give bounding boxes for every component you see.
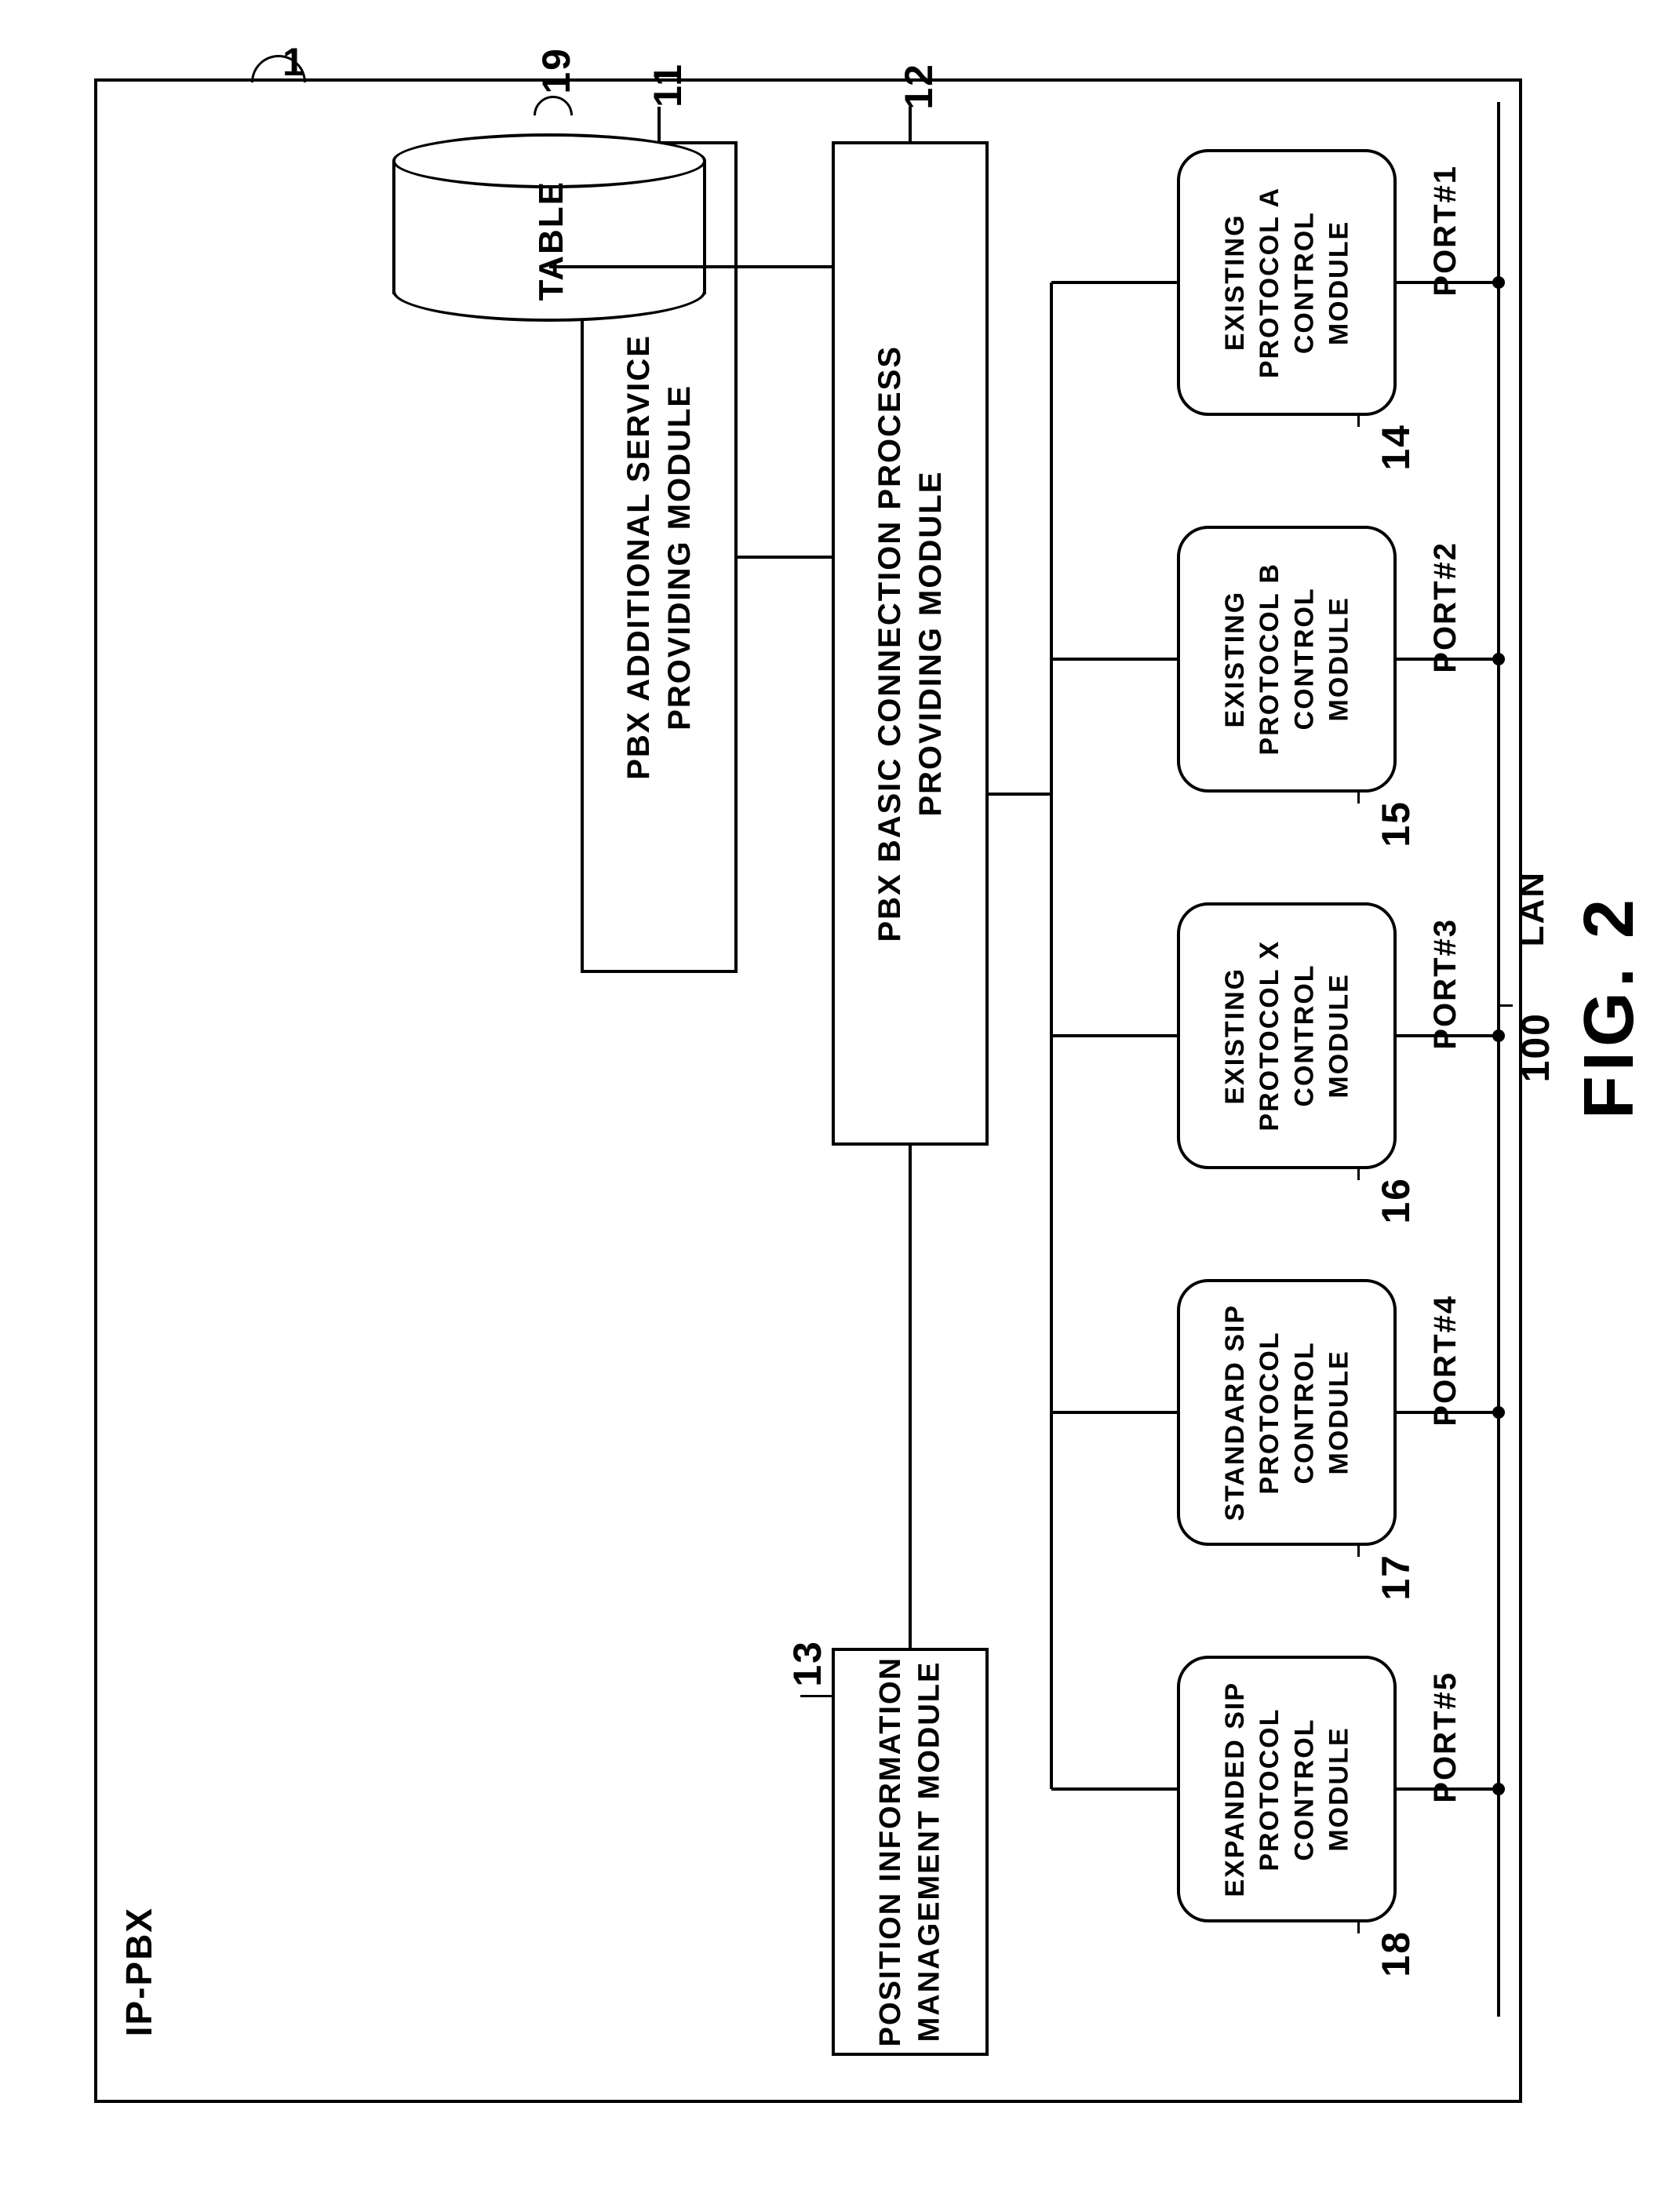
port-label-5: PORT#5 [1428, 1671, 1463, 1803]
lan-label: LAN [1513, 871, 1552, 946]
module-17: STANDARD SIPPROTOCOLCONTROLMODULE [1177, 1279, 1397, 1546]
lan-line [1497, 102, 1500, 2017]
module-16: EXISTINGPROTOCOL XCONTROLMODULE [1177, 902, 1397, 1169]
figure-label: FIG. 2 [1569, 895, 1650, 1119]
port-label-1: PORT#1 [1428, 165, 1463, 297]
ref-100: 100 [1513, 1012, 1558, 1082]
table-label: TABLE [532, 180, 571, 301]
module-14: EXISTINGPROTOCOL ACONTROLMODULE [1177, 149, 1397, 416]
module-18: EXPANDED SIPPROTOCOLCONTROLMODULE [1177, 1656, 1397, 1922]
port-label-2: PORT#2 [1428, 541, 1463, 673]
port-label-3: PORT#3 [1428, 918, 1463, 1050]
m12-text: PBX BASIC CONNECTION PROCESSPROVIDING MO… [869, 345, 951, 942]
port-label-4: PORT#4 [1428, 1295, 1463, 1427]
m11-text: PBX ADDITIONAL SERVICEPROVIDING MODULE [618, 334, 700, 780]
m13-text: POSITION INFORMATIONMANAGEMENT MODULE [872, 1656, 949, 2046]
module-13: POSITION INFORMATIONMANAGEMENT MODULE [832, 1648, 989, 2056]
module-15: EXISTINGPROTOCOL BCONTROLMODULE [1177, 526, 1397, 793]
module-12: PBX BASIC CONNECTION PROCESSPROVIDING MO… [832, 141, 989, 1146]
ip-pbx-title: IP-PBX [118, 1907, 160, 2036]
